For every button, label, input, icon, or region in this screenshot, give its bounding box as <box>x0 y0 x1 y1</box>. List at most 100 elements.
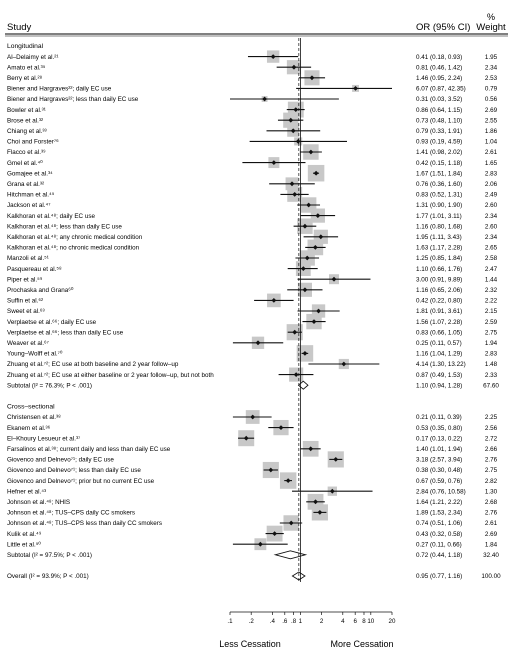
study-ci: 1.77 (1.01, 3.11) <box>416 213 462 220</box>
study-ci: 1.25 (0.85, 1.84) <box>416 255 462 262</box>
study-weight: 2.22 <box>485 298 498 305</box>
point-estimate <box>309 75 315 81</box>
study-weight: 2.55 <box>485 117 498 124</box>
study-ci: 6.07 (0.87, 42.35) <box>416 86 466 93</box>
study-weight: 2.83 <box>485 351 498 358</box>
study-ci: 0.31 (0.03, 3.52) <box>416 96 462 103</box>
x-tick-label: .1 <box>227 618 233 625</box>
study-ci: 1.41 (0.98, 2.02) <box>416 149 462 156</box>
study-label: Biener and Hargraves²²; daily EC use <box>7 86 112 93</box>
study-weight: 2.60 <box>485 223 498 230</box>
study-weight: 2.32 <box>485 287 498 294</box>
x-tick-label: 8 <box>362 618 366 625</box>
point-estimate <box>288 520 294 526</box>
study-ci: 0.43 (0.32, 0.58) <box>416 531 462 538</box>
study-weight: 2.61 <box>485 520 498 527</box>
header-weight: Weight <box>476 22 506 33</box>
study-ci: 0.53 (0.35, 0.80) <box>416 425 462 432</box>
study-label: Gomajee et al.³⁴ <box>7 170 53 177</box>
x-axis-right-label: More Cessation <box>330 639 393 649</box>
study-ci: 0.83 (0.52, 1.31) <box>416 192 462 199</box>
study-weight: 2.53 <box>485 75 498 82</box>
study-label: Pasquereau et al.⁵⁸ <box>7 266 62 273</box>
point-estimate <box>272 531 277 536</box>
subtotal-weight: 32.40 <box>483 552 499 559</box>
point-estimate <box>308 149 314 155</box>
study-ci: 1.89 (1.53, 2.34) <box>416 510 462 517</box>
point-estimate <box>292 329 298 335</box>
study-label: Christensen et al.³⁸ <box>7 414 61 421</box>
point-estimate <box>292 192 298 197</box>
point-estimate <box>271 298 277 303</box>
study-weight: 2.76 <box>485 457 498 464</box>
point-estimate <box>302 223 308 229</box>
study-weight: 2.65 <box>485 245 498 252</box>
study-label: Brose et al.³² <box>7 117 43 124</box>
study-ci: 0.74 (0.51, 1.06) <box>416 520 462 527</box>
study-weight: 2.61 <box>485 149 498 156</box>
study-ci: 0.86 (0.64, 1.15) <box>416 107 462 114</box>
study-weight: 2.25 <box>485 414 498 421</box>
header-weight-pct: % <box>487 12 495 22</box>
study-ci: 1.67 (1.51, 1.84) <box>416 170 462 177</box>
study-ci: 0.21 (0.11, 0.39) <box>416 414 462 421</box>
study-label: Manzoli et al.⁵¹ <box>7 255 49 262</box>
study-ci: 1.16 (1.04, 1.29) <box>416 351 462 358</box>
overall-weight: 100.00 <box>481 573 501 580</box>
point-estimate <box>268 467 274 473</box>
study-ci: 3.00 (0.91, 9.89) <box>416 276 462 283</box>
study-ci: 0.42 (0.22, 0.80) <box>416 298 462 305</box>
study-label: Prochaska and Grana⁶⁰ <box>7 287 74 294</box>
point-estimate <box>315 213 321 218</box>
study-ci: 1.81 (0.91, 3.61) <box>416 308 462 315</box>
study-weight: 1.84 <box>485 541 498 548</box>
study-label: El–Khoury Lesueur et al.³⁷ <box>7 435 81 442</box>
study-label: Hefner et al.⁴³ <box>7 488 46 495</box>
study-ci: 0.25 (0.11, 0.57) <box>416 340 462 347</box>
study-label: Giovenco and Delnevo⁷¹; prior but no cur… <box>7 478 155 485</box>
point-estimate <box>250 414 256 420</box>
overall-label: Overall (I² = 93.9%; P < .001) <box>7 573 89 580</box>
subtotal-label: Subtotal (I² = 76.3%; P < .001) <box>7 382 92 389</box>
x-tick-label: 10 <box>367 618 374 625</box>
point-estimate <box>304 255 310 261</box>
study-ci: 1.10 (0.66, 1.76) <box>416 266 462 273</box>
study-label: Farsalinos et al.³⁸; current daily and l… <box>7 446 171 453</box>
study-ci: 0.73 (0.48, 1.10) <box>416 117 462 124</box>
point-estimate <box>311 319 317 324</box>
study-ci: 1.56 (1.07, 2.28) <box>416 319 462 326</box>
study-ci: 1.46 (0.95, 2.24) <box>416 75 462 82</box>
study-label: Berry et al.²⁸ <box>7 75 43 82</box>
x-tick-label: 1 <box>299 618 303 625</box>
study-weight: 2.06 <box>485 181 498 188</box>
point-estimate <box>255 340 261 346</box>
study-weight: 2.49 <box>485 192 498 199</box>
study-label: Giovenco and Delnevo⁷¹; daily EC use <box>7 457 114 464</box>
point-estimate <box>262 96 267 102</box>
study-ci: 0.38 (0.30, 0.48) <box>416 467 462 474</box>
study-weight: 2.47 <box>485 266 498 273</box>
study-ci: 0.87 (0.49, 1.53) <box>416 372 462 379</box>
x-tick-label: .8 <box>291 618 297 625</box>
study-weight: 2.69 <box>485 107 498 114</box>
study-ci: 1.16 (0.65, 2.06) <box>416 287 462 294</box>
point-estimate <box>316 308 321 314</box>
study-ci: 3.18 (2.57, 3.94) <box>416 457 462 464</box>
study-label: Piper et al.⁵⁹ <box>7 276 43 283</box>
plot-area: Longitudinal Al–Delaimy et al.²¹ 0.41 (0.1… <box>7 38 501 625</box>
study-label: Al–Delaimy et al.²¹ <box>7 54 58 61</box>
subtotal-ci: 0.72 (0.44, 1.18) <box>416 552 462 559</box>
study-label: Zhuang et al.⁷²; EC use at both baseline… <box>7 361 179 368</box>
point-estimate <box>293 107 299 112</box>
study-weight: 1.44 <box>485 276 498 283</box>
header-or-ci: OR (95% CI) <box>416 22 470 33</box>
study-label: Hitchman et al.⁴⁵ <box>7 192 55 199</box>
point-estimate <box>331 276 337 282</box>
subtotal-weight: 67.60 <box>483 382 499 389</box>
study-label: Johnson et al.⁴⁸; TUS–CPS less than dail… <box>7 520 162 527</box>
study-label: Kalkhoran et al.⁴⁸; daily EC use <box>7 213 95 220</box>
point-estimate <box>278 425 284 430</box>
study-ci: 0.27 (0.11, 0.66) <box>416 541 462 548</box>
subtotal-ci: 1.10 (0.94, 1.28) <box>416 382 462 389</box>
point-estimate <box>270 54 276 59</box>
